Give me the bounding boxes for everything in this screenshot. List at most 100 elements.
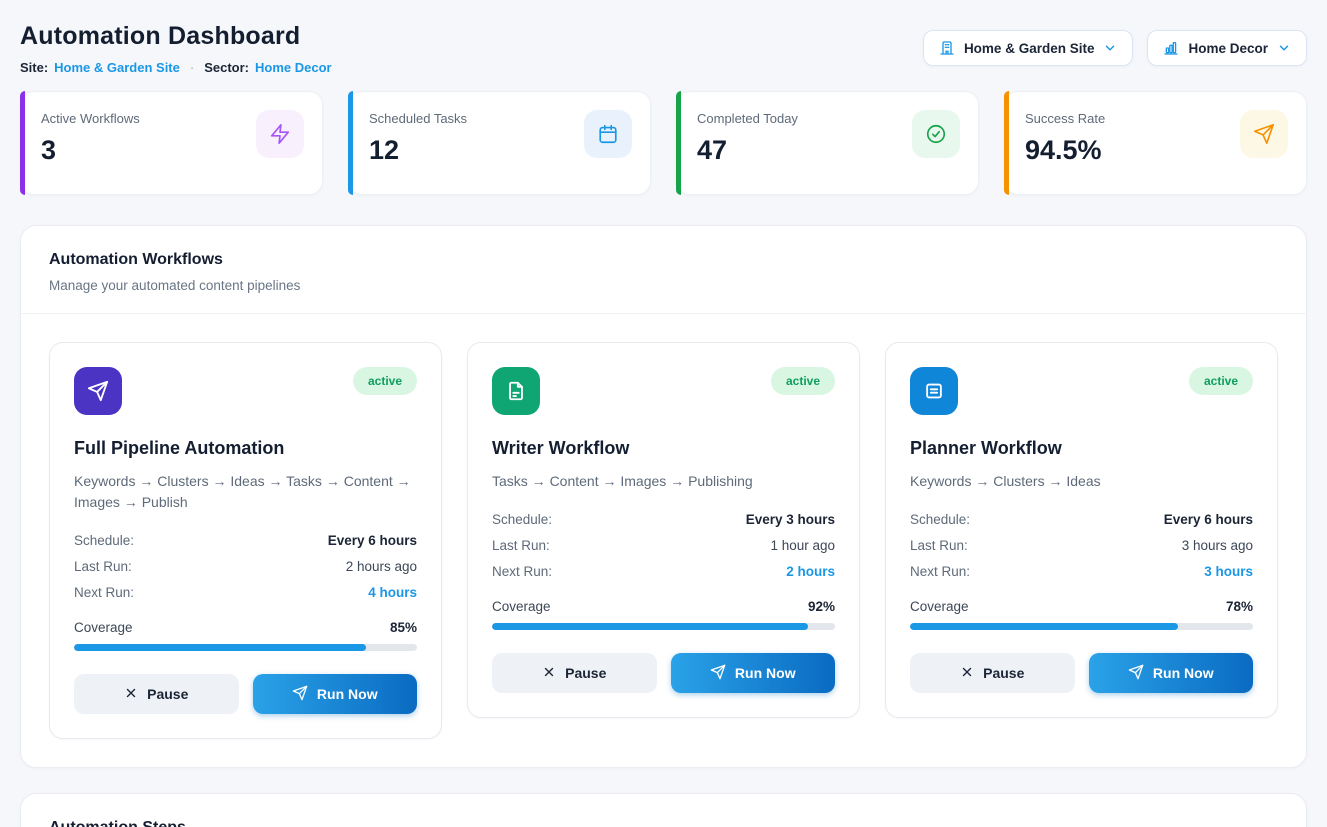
workflow-actions: Pause Run Now: [492, 653, 835, 693]
pause-label: Pause: [565, 665, 607, 681]
last-run-label: Last Run:: [74, 559, 132, 574]
sector-selector-label: Home Decor: [1188, 40, 1268, 56]
next-run-row: Next Run: 4 hours: [74, 585, 417, 600]
site-selector-label: Home & Garden Site: [963, 40, 1095, 56]
progress-bar: [74, 644, 417, 651]
workflow-actions: Pause Run Now: [910, 653, 1253, 693]
stat-card-scheduled-tasks: Scheduled Tasks 12: [348, 91, 651, 195]
pause-button[interactable]: Pause: [74, 674, 239, 714]
run-now-button[interactable]: Run Now: [252, 674, 417, 714]
page-header: Automation Dashboard Site: Home & Garden…: [20, 22, 1307, 75]
workflows-panel-header: Automation Workflows Manage your automat…: [21, 226, 1306, 314]
pause-label: Pause: [983, 665, 1025, 681]
pause-button[interactable]: Pause: [492, 653, 657, 693]
site-selector-button[interactable]: Home & Garden Site: [922, 30, 1134, 66]
steps-panel: Automation Steps Configure which steps a…: [20, 793, 1307, 827]
pause-button[interactable]: Pause: [910, 653, 1075, 693]
stat-value: 94.5%: [1025, 135, 1102, 165]
run-now-label: Run Now: [734, 665, 796, 681]
last-run-row: Last Run: 2 hours ago: [74, 559, 417, 574]
last-run-value: 1 hour ago: [770, 538, 835, 553]
coverage-value: 85%: [389, 620, 417, 635]
building-icon: [939, 40, 955, 56]
coverage-block: Coverage 92%: [492, 599, 835, 630]
run-now-label: Run Now: [1152, 665, 1214, 681]
coverage-label: Coverage: [910, 599, 969, 614]
run-now-button[interactable]: Run Now: [1088, 653, 1253, 693]
pause-label: Pause: [147, 686, 189, 702]
next-run-value: 4 hours: [368, 585, 417, 600]
status-badge: active: [1188, 367, 1253, 395]
sector-label: Sector:: [204, 60, 250, 75]
bar-chart-icon: [1163, 40, 1179, 56]
steps-panel-header: Automation Steps Configure which steps a…: [21, 794, 1306, 827]
chevron-down-icon: [1277, 41, 1291, 55]
coverage-label: Coverage: [74, 620, 133, 635]
x-icon: [124, 686, 138, 703]
next-run-label: Next Run:: [74, 585, 135, 600]
progress-fill: [910, 623, 1178, 630]
calendar-icon: [584, 110, 632, 158]
last-run-row: Last Run: 3 hours ago: [910, 538, 1253, 553]
workflow-meta: Schedule: Every 3 hours Last Run: 1 hour…: [492, 512, 835, 579]
header-left: Automation Dashboard Site: Home & Garden…: [20, 22, 332, 75]
coverage-block: Coverage 78%: [910, 599, 1253, 630]
send-icon: [74, 367, 122, 415]
coverage-label: Coverage: [492, 599, 551, 614]
last-run-value: 3 hours ago: [1181, 538, 1253, 553]
schedule-label: Schedule:: [74, 533, 135, 548]
steps-title: Automation Steps: [49, 819, 1278, 827]
progress-fill: [492, 623, 808, 630]
lightning-icon: [256, 110, 304, 158]
sector-selector-button[interactable]: Home Decor: [1147, 30, 1307, 66]
coverage-row: Coverage 85%: [74, 620, 417, 635]
schedule-value: Every 6 hours: [327, 533, 417, 548]
coverage-value: 92%: [807, 599, 835, 614]
next-run-label: Next Run:: [910, 564, 971, 579]
sector-link[interactable]: Home Decor: [255, 60, 332, 75]
check-circle-icon: [912, 110, 960, 158]
schedule-row: Schedule: Every 6 hours: [910, 512, 1253, 527]
stat-value: 3: [41, 135, 57, 165]
stats-row: Active Workflows 3 Scheduled Tasks 12 Co…: [20, 91, 1307, 195]
site-label: Site:: [20, 60, 49, 75]
schedule-value: Every 6 hours: [1163, 512, 1253, 527]
next-run-value: 2 hours: [786, 564, 835, 579]
progress-bar: [910, 623, 1253, 630]
next-run-row: Next Run: 2 hours: [492, 564, 835, 579]
workflow-pipeline: Keywords → Clusters → Ideas → Tasks → Co…: [74, 473, 411, 510]
progress-bar: [492, 623, 835, 630]
workflows-panel: Automation Workflows Manage your automat…: [20, 225, 1307, 768]
workflow-card-writer: active Writer Workflow Tasks → Content →…: [467, 342, 860, 718]
send-icon: [1240, 110, 1288, 158]
workflow-title: Writer Workflow: [492, 438, 630, 458]
send-icon: [710, 664, 726, 683]
next-run-label: Next Run:: [492, 564, 553, 579]
progress-fill: [74, 644, 366, 651]
last-run-value: 2 hours ago: [345, 559, 417, 574]
next-run-row: Next Run: 3 hours: [910, 564, 1253, 579]
run-now-button[interactable]: Run Now: [670, 653, 835, 693]
coverage-row: Coverage 78%: [910, 599, 1253, 614]
last-run-label: Last Run:: [492, 538, 550, 553]
workflows-title: Automation Workflows: [49, 251, 223, 268]
workflows-subtitle: Manage your automated content pipelines: [49, 278, 301, 293]
header-selectors: Home & Garden Site Home Decor: [922, 30, 1307, 66]
stat-card-active-workflows: Active Workflows 3: [20, 91, 323, 195]
x-icon: [542, 665, 556, 682]
next-run-value: 3 hours: [1204, 564, 1253, 579]
stat-label: Success Rate: [1025, 111, 1106, 126]
workflow-meta: Schedule: Every 6 hours Last Run: 2 hour…: [74, 533, 417, 600]
site-link[interactable]: Home & Garden Site: [54, 60, 180, 75]
workflow-title: Full Pipeline Automation: [74, 438, 285, 458]
workflow-meta: Schedule: Every 6 hours Last Run: 3 hour…: [910, 512, 1253, 579]
workflow-card-planner: active Planner Workflow Keywords → Clust…: [885, 342, 1278, 718]
schedule-row: Schedule: Every 3 hours: [492, 512, 835, 527]
stat-label: Completed Today: [697, 111, 798, 126]
coverage-row: Coverage 92%: [492, 599, 835, 614]
workflow-pipeline: Keywords → Clusters → Ideas: [910, 473, 1101, 489]
stat-card-success-rate: Success Rate 94.5%: [1004, 91, 1307, 195]
meta-separator: ·: [189, 60, 195, 75]
run-now-label: Run Now: [316, 686, 378, 702]
